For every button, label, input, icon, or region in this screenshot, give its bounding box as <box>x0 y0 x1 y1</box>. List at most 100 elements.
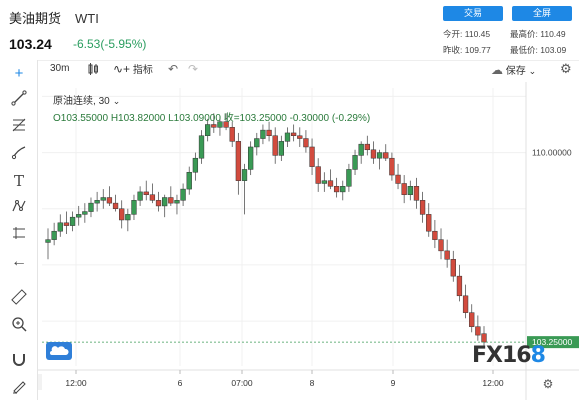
candle <box>247 141 254 176</box>
instrument-name: 美油期货 <box>9 11 62 26</box>
candle <box>419 191 426 223</box>
candle <box>63 211 70 235</box>
magnet-icon[interactable] <box>8 351 30 371</box>
candle-body <box>444 250 450 260</box>
candle-body <box>217 121 223 128</box>
candle <box>297 127 303 147</box>
candle-body <box>180 188 186 201</box>
candle-body <box>149 194 156 201</box>
fib-icon[interactable] <box>8 117 30 137</box>
candle <box>149 183 156 204</box>
chevron-down-icon[interactable]: ⌄ <box>112 96 121 106</box>
candle-body <box>401 183 407 195</box>
candle-body <box>241 169 248 181</box>
text-tool-icon[interactable]: T <box>13 172 24 190</box>
candle <box>364 135 370 156</box>
candle-body <box>309 146 315 167</box>
cloud-sync-icon[interactable] <box>46 342 72 360</box>
crosshair-icon[interactable]: + <box>14 65 24 82</box>
candle <box>137 186 143 206</box>
candlestick-chart[interactable]: 110.00000 103.25000 12:00 6 07:00 8 9 12:00 ⚙ <box>38 82 579 400</box>
candle <box>241 163 248 215</box>
candle <box>57 214 63 237</box>
candle-body <box>364 143 370 151</box>
candle-body <box>297 135 303 139</box>
undo-icon[interactable]: ↶ <box>168 62 179 76</box>
vertical-gridlines <box>75 88 494 366</box>
candle-body <box>432 230 438 240</box>
save-button[interactable]: ☁ 保存 ⌄ <box>491 62 536 77</box>
candle-type-icon[interactable] <box>86 62 100 79</box>
candle-body <box>155 200 162 207</box>
candle-body <box>94 200 100 204</box>
candle <box>315 158 321 192</box>
candle-body <box>389 157 395 176</box>
candle-body <box>303 138 309 148</box>
candle <box>82 203 88 223</box>
series-name: 原油连续 <box>53 96 93 107</box>
candle-body <box>327 180 334 187</box>
interval-selector[interactable]: 30m <box>50 63 70 74</box>
candle <box>469 304 475 333</box>
candle-body <box>143 191 149 195</box>
candle-body <box>247 146 254 170</box>
trade-button[interactable]: 交易 <box>443 6 503 21</box>
candle-body <box>174 200 180 204</box>
candle <box>481 326 487 347</box>
candle-body <box>57 222 63 232</box>
fullscreen-button[interactable]: 全屏 <box>512 6 572 21</box>
candle-body <box>475 326 481 336</box>
prev-close-stat: 昨收: 109.77 <box>443 45 491 55</box>
indicators-button[interactable]: ∿+ 指标 <box>113 61 153 76</box>
high-stat: 最高价: 110.49 <box>510 29 566 39</box>
candle-body <box>162 197 168 207</box>
settings-gear-icon[interactable]: ⚙ <box>560 61 572 76</box>
chart-toolbar <box>0 60 579 82</box>
candle <box>450 250 456 282</box>
candle <box>125 208 131 232</box>
series-legend: 原油连续, 30 ⌄ <box>53 96 121 107</box>
candle-body <box>376 152 383 159</box>
pattern-icon[interactable] <box>8 198 30 218</box>
zoom-in-icon[interactable] <box>8 316 30 336</box>
candle <box>131 194 137 220</box>
back-arrow-icon[interactable]: ← <box>11 253 27 270</box>
candle-body <box>469 312 475 327</box>
candle-body <box>284 132 291 142</box>
candle <box>266 121 272 142</box>
redo-icon[interactable]: ↷ <box>188 62 199 76</box>
brush-icon[interactable] <box>8 144 30 164</box>
price-change: -6.53(-5.95%) <box>73 37 147 51</box>
candle-body <box>419 200 426 215</box>
candle-body <box>119 208 125 221</box>
lock-drawing-icon[interactable] <box>8 378 30 398</box>
save-label: 保存 <box>505 66 526 77</box>
last-price-tag <box>527 336 579 349</box>
candle-body <box>340 186 346 193</box>
candle-body <box>51 230 57 240</box>
candle <box>88 197 94 218</box>
chart-settings-gear-icon[interactable]: ⚙ <box>543 377 554 391</box>
candle <box>162 194 168 218</box>
trend-line-icon[interactable] <box>8 90 30 110</box>
candle <box>192 152 199 181</box>
prediction-icon[interactable] <box>8 225 30 245</box>
time-axis-label: 9 <box>391 378 396 388</box>
candle <box>456 264 463 302</box>
ohlc-legend: O103.55000 H103.82000 L103.09000 收=103.2… <box>53 113 371 124</box>
time-axis-label: 12:00 <box>482 378 504 388</box>
low-stat: 最低价: 103.09 <box>510 45 567 55</box>
ruler-icon[interactable] <box>8 289 30 309</box>
candle <box>444 239 450 268</box>
time-axis-label: 07:00 <box>231 378 253 388</box>
candle <box>278 135 285 162</box>
drawing-toolbar: + T ← <box>0 60 38 400</box>
today-open-stat: 今开: 110.45 <box>443 29 491 39</box>
time-axis-label: 8 <box>310 378 315 388</box>
candle-body <box>272 135 278 156</box>
candle-body <box>481 333 487 343</box>
candle <box>254 132 260 156</box>
scroll-handle[interactable] <box>38 374 42 390</box>
indicators-icon: ∿+ <box>113 62 131 76</box>
candle-body <box>235 141 242 181</box>
